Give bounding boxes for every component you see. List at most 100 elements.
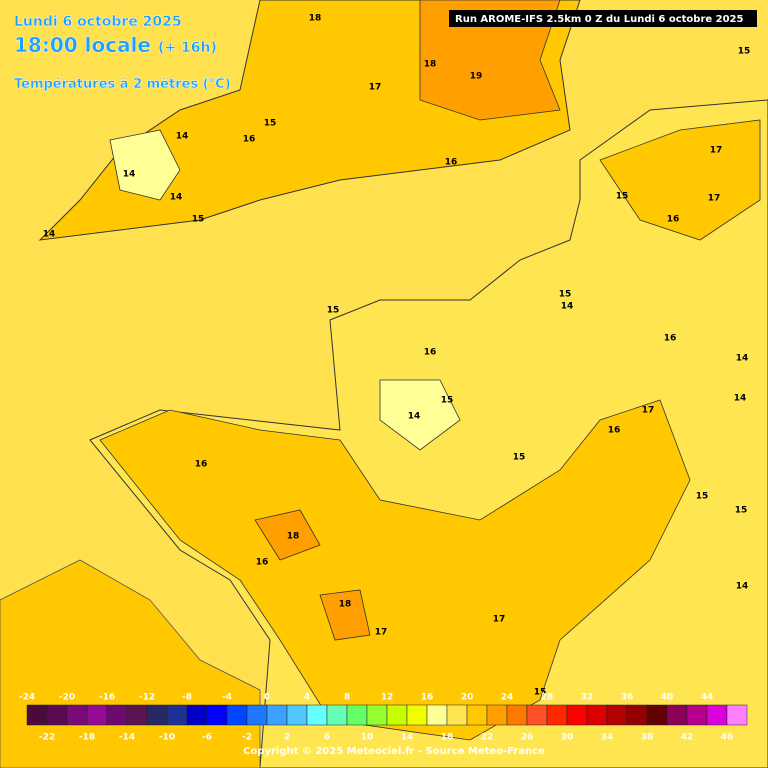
contour-label: 17 xyxy=(375,628,388,638)
color-swatch xyxy=(566,704,588,726)
colorbar-label: 42 xyxy=(681,733,694,743)
contour-label: 15 xyxy=(264,119,277,129)
run-info: Run AROME-IFS 2.5km 0 Z du Lundi 6 octob… xyxy=(455,14,744,25)
color-swatch xyxy=(626,704,648,726)
colorbar-label: -10 xyxy=(159,733,175,743)
colorbar-label: 12 xyxy=(381,693,394,703)
colorbar-label: 16 xyxy=(421,693,434,703)
color-swatch xyxy=(26,704,48,726)
colorbar-label: 6 xyxy=(324,733,330,743)
colorbar-label: 8 xyxy=(344,693,350,703)
contour-label: 16 xyxy=(195,460,208,470)
contour-label: 17 xyxy=(369,83,382,93)
colorbar-label: 0 xyxy=(264,693,270,703)
run-box xyxy=(449,10,757,27)
contour-label: 14 xyxy=(176,132,189,142)
contour-label: 16 xyxy=(667,215,680,225)
cool-zone xyxy=(109,129,181,201)
contour-label: 15 xyxy=(735,506,748,516)
contour-label: 19 xyxy=(470,72,483,82)
lead-time: (+ 16h) xyxy=(158,40,217,56)
contour-label: 15 xyxy=(327,306,340,316)
contour-label: 18 xyxy=(424,60,437,70)
cool-zone xyxy=(379,379,461,451)
colorbar-label: -18 xyxy=(79,733,95,743)
colorbar-label: 34 xyxy=(601,733,614,743)
warm-zone xyxy=(254,509,371,641)
colorbar-label: 36 xyxy=(621,693,634,703)
color-swatch xyxy=(426,704,448,726)
colorbar-label: 20 xyxy=(461,693,474,703)
colorbar-label: 2 xyxy=(284,733,290,743)
date: Lundi 6 octobre 2025 xyxy=(14,14,182,30)
contour-label: 17 xyxy=(708,194,721,204)
color-swatch xyxy=(106,704,128,726)
contour-label: 18 xyxy=(287,532,300,542)
colorbar-label: -12 xyxy=(139,693,155,703)
color-swatch xyxy=(146,704,168,726)
color-swatch xyxy=(166,704,188,726)
color-swatch xyxy=(206,704,228,726)
colorbar-label: 26 xyxy=(521,733,534,743)
contour-label: 15 xyxy=(738,47,751,57)
contour-label: 14 xyxy=(123,170,136,180)
contour-label: 17 xyxy=(710,146,723,156)
contour-label: 14 xyxy=(734,394,747,404)
color-swatch xyxy=(66,704,88,726)
colorbar-label: -6 xyxy=(202,733,212,743)
contour-label: 16 xyxy=(424,348,437,358)
color-swatch xyxy=(506,704,528,726)
color-swatch xyxy=(306,704,328,726)
contour-label: 18 xyxy=(309,14,322,24)
color-swatch xyxy=(266,704,288,726)
contour-label: 14 xyxy=(561,302,574,312)
color-swatch xyxy=(606,704,628,726)
colorbar-label: -20 xyxy=(59,693,75,703)
contour-label: 15 xyxy=(534,688,547,698)
contour-label: 15 xyxy=(441,396,454,406)
colorbar-label: -2 xyxy=(242,733,252,743)
contour-label: 17 xyxy=(493,615,506,625)
contour-label: 14 xyxy=(736,354,749,364)
colorbar-label: 14 xyxy=(401,733,414,743)
contour-label: 15 xyxy=(192,215,205,225)
color-swatch xyxy=(546,704,568,726)
color-swatch xyxy=(686,704,708,726)
colorbar-label: 44 xyxy=(701,693,714,703)
contour-label: 15 xyxy=(559,290,572,300)
contour-label: 15 xyxy=(616,192,629,202)
warm-zone xyxy=(419,0,561,121)
colorbar-label: 22 xyxy=(481,733,494,743)
color-swatch xyxy=(186,704,208,726)
color-swatch xyxy=(666,704,688,726)
colorbar-label: 24 xyxy=(501,693,514,703)
color-swatch xyxy=(226,704,248,726)
color-swatch xyxy=(246,704,268,726)
colorbar-label: 32 xyxy=(581,693,594,703)
color-swatch xyxy=(646,704,668,726)
color-swatch xyxy=(86,704,108,726)
time: 18:00 locale xyxy=(14,33,151,57)
colorbar-label: -22 xyxy=(39,733,55,743)
color-swatch xyxy=(726,704,748,726)
colorbar-label: 38 xyxy=(641,733,654,743)
color-swatch xyxy=(366,704,388,726)
color-swatch xyxy=(706,704,728,726)
contour-label: 16 xyxy=(608,426,621,436)
colorbar-label: 4 xyxy=(304,693,310,703)
contour-label: 18 xyxy=(339,600,352,610)
colorbar-label: -24 xyxy=(19,693,35,703)
contour-label: 14 xyxy=(170,193,183,203)
contour-label: 16 xyxy=(243,135,256,145)
color-swatch xyxy=(486,704,508,726)
contour-label: 16 xyxy=(256,558,269,568)
contour-label: 14 xyxy=(43,230,56,240)
colorbar-label: -8 xyxy=(182,693,192,703)
colorbar-label: -16 xyxy=(99,693,115,703)
warm-land xyxy=(599,119,761,241)
color-swatch xyxy=(346,704,368,726)
contour-label: 14 xyxy=(736,582,749,592)
colorbar-label: -4 xyxy=(222,693,232,703)
color-swatch xyxy=(286,704,308,726)
contour-label: 15 xyxy=(513,453,526,463)
